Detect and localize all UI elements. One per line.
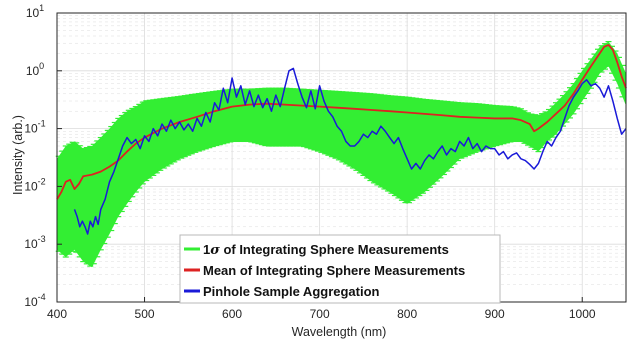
legend-band-rest: of Integrating Sphere Measurements (220, 242, 449, 257)
pinhole-line-path (73, 67, 627, 235)
x-tick-label: 600 (222, 307, 242, 321)
legend-box (179, 234, 501, 304)
pinhole-aggregation-line (73, 67, 627, 235)
x-axis-ticks: 400 500 600 700 800 900 1000 (47, 297, 596, 321)
x-tick-label: 700 (310, 307, 330, 321)
y-tick-label: 100 (26, 61, 44, 78)
y-axis-title: Intensity (arb.) (11, 115, 25, 195)
y-tick-label: 10-1 (24, 119, 45, 136)
x-tick-label: 1000 (569, 307, 596, 321)
y-axis-ticks: 10-4 10-3 10-2 10-1 100 101 (24, 3, 62, 309)
y-tick-label: 10-3 (24, 234, 45, 251)
legend-band-sigma: σ (210, 243, 220, 258)
integrating-sphere-mean-line (56, 44, 627, 200)
x-tick-label: 400 (47, 307, 67, 321)
legend: 1σ of Integrating Sphere Measurements Me… (179, 234, 501, 304)
legend-label-pinhole: Pinhole Sample Aggregation (203, 284, 380, 299)
x-tick-label: 500 (135, 307, 155, 321)
mean-line-path (56, 44, 627, 200)
y-tick-label: 10-4 (24, 292, 45, 309)
legend-band-prefix: 1 (203, 242, 210, 257)
legend-label-band: 1σ of Integrating Sphere Measurements (203, 242, 449, 258)
legend-label-mean: Mean of Integrating Sphere Measurements (203, 263, 465, 278)
x-tick-label: 800 (397, 307, 417, 321)
sigma-band-area (57, 41, 626, 268)
x-tick-label: 900 (485, 307, 505, 321)
y-tick-label: 10-2 (24, 176, 45, 193)
y-tick-label: 101 (26, 3, 44, 20)
x-axis-title: Wavelength (nm) (292, 325, 387, 339)
